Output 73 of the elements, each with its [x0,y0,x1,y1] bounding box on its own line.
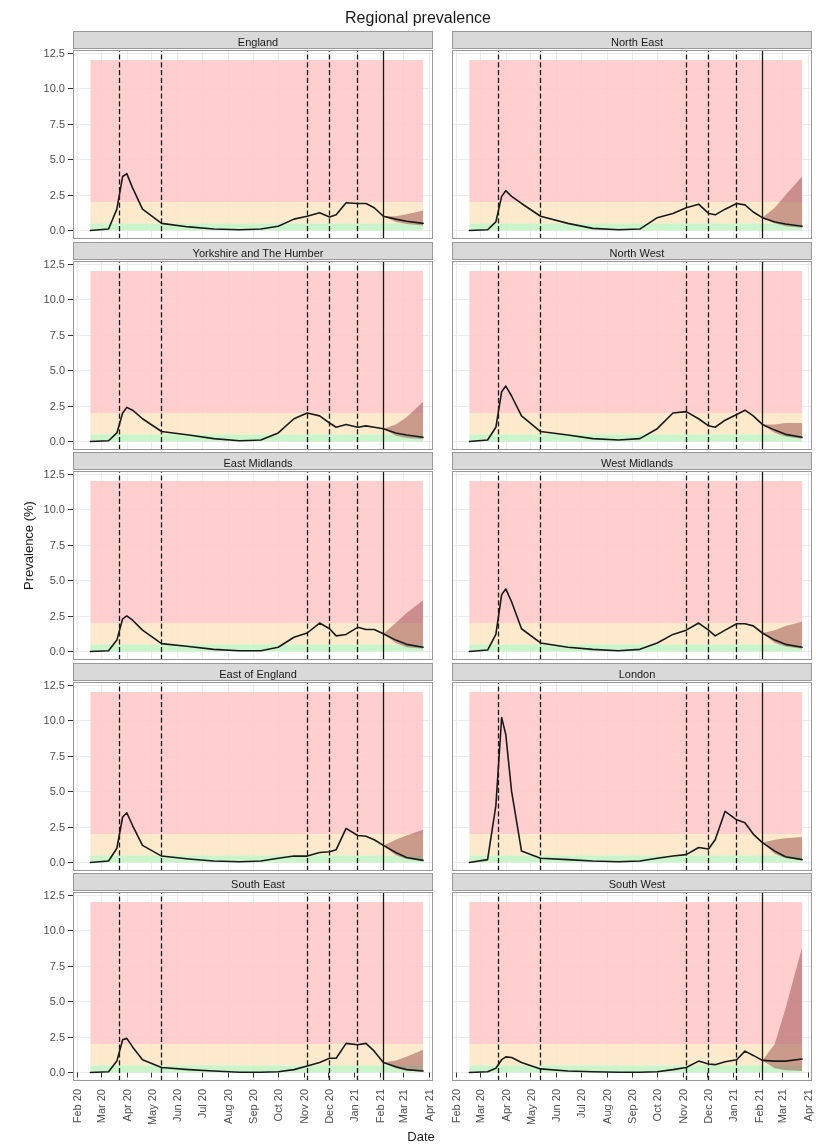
chart-title: England [237,35,279,48]
x-tick-label: Feb 20 [71,1089,84,1124]
y-tick-label: 7.5 [49,749,65,762]
x-tick-label: Sep 20 [247,1089,260,1124]
x-tick-label: Jun 20 [550,1089,563,1123]
x-tick-label: Mar 21 [397,1089,410,1124]
x-tick-label: Jul 20 [575,1089,588,1119]
x-tick-label: Nov 20 [297,1089,310,1124]
x-tick-label: Dec 20 [322,1089,335,1124]
y-tick-label: 10.0 [43,713,65,726]
y-tick-label: 0.0 [49,855,65,868]
y-tick-label: 5.0 [49,574,65,587]
y-tick-label: 5.0 [49,784,65,797]
x-tick-label: Apr 21 [801,1089,814,1122]
y-tick-label: 5.0 [49,995,65,1008]
x-tick-label: May 20 [145,1089,158,1126]
y-axis-title: Prevalence (%) [20,501,36,590]
x-tick-label: May 20 [524,1089,537,1126]
chart-title: East Midlands [223,456,294,469]
x-tick-label: Sep 20 [626,1089,639,1124]
x-tick-label: Apr 20 [120,1089,133,1122]
y-tick-label: 0.0 [49,224,65,237]
chart-title: South East [231,877,285,890]
chart-title: North West [609,246,665,258]
y-tick-label: 5.0 [49,363,65,376]
y-tick-label: 2.5 [49,820,65,833]
y-tick-label: 2.5 [49,399,65,412]
x-tick-label: Apr 20 [499,1089,512,1122]
x-tick-label: Aug 20 [600,1089,613,1124]
y-tick-label: 7.5 [49,538,65,551]
x-tick-label: Jan 21 [727,1089,740,1123]
chart-title: London [618,667,656,679]
x-tick-label: Mar 20 [95,1089,108,1124]
y-tick-label: 12.5 [43,46,65,59]
y-tick-label: 5.0 [49,153,65,166]
x-tick-label: Mar 21 [776,1089,789,1124]
y-tick-label: 10.0 [43,82,65,95]
x-tick-label: Dec 20 [701,1089,714,1124]
x-tick-label: Jan 21 [348,1089,361,1123]
chart-title: East of England [219,667,297,679]
x-tick-label: Nov 20 [676,1089,689,1124]
y-tick-label: 2.5 [49,1030,65,1043]
y-tick-label: 0.0 [49,434,65,447]
x-axis-title: Date [407,1129,435,1144]
chart-title: Yorkshire and The Humber [192,246,324,258]
y-tick-label: 0.0 [49,645,65,658]
y-tick-label: 7.5 [49,328,65,341]
y-tick-label: 12.5 [43,467,65,480]
y-tick-label: 2.5 [49,188,65,201]
y-tick-label: 0.0 [49,1066,65,1079]
text: Regional prevalence [345,8,492,26]
x-tick-label: Feb 21 [374,1089,387,1124]
x-tick-label: Jul 20 [196,1089,209,1119]
chart-title: North East [611,35,663,48]
y-tick-label: 10.0 [43,292,65,305]
x-tick-label: Aug 20 [221,1089,234,1124]
chart-title: West Midlands [601,456,674,469]
y-tick-label: 12.5 [43,888,65,901]
y-tick-label: 7.5 [49,959,65,972]
chart-title: South West [608,877,666,890]
x-tick-label: Mar 20 [474,1089,487,1124]
x-tick-label: Oct 20 [272,1089,285,1122]
x-tick-label: Feb 20 [450,1089,463,1124]
y-tick-label: 10.0 [43,924,65,937]
x-tick-label: Jun 20 [171,1089,184,1123]
y-tick-label: 2.5 [49,609,65,622]
y-tick-label: 12.5 [43,678,65,691]
x-tick-label: Apr 21 [422,1089,435,1122]
x-tick-label: Oct 20 [651,1089,664,1122]
y-tick-label: 10.0 [43,503,65,516]
y-tick-label: 7.5 [49,117,65,130]
x-tick-label: Feb 21 [753,1089,766,1124]
y-tick-label: 12.5 [43,257,65,270]
